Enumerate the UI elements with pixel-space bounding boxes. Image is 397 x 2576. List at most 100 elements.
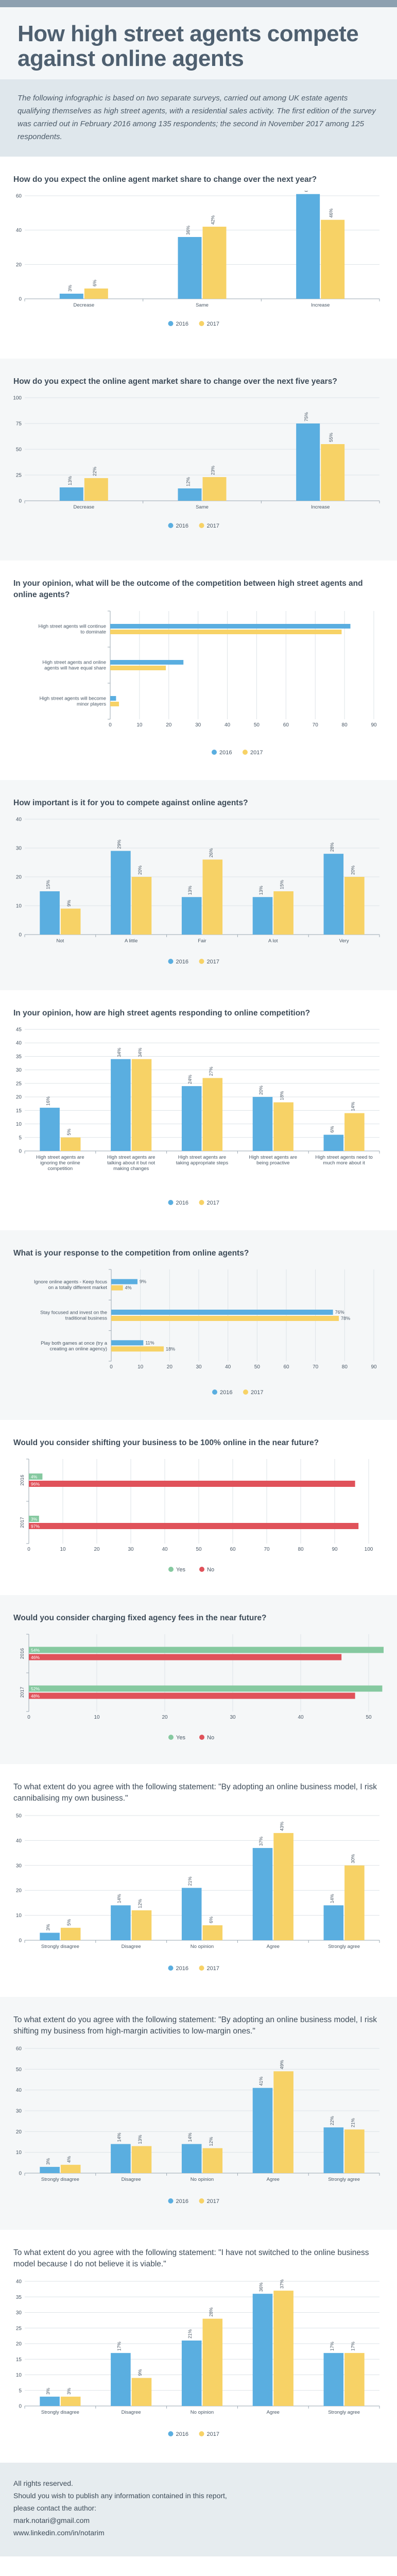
data-label: 43% — [280, 1822, 285, 1831]
x-tick-label: 30 — [230, 1715, 236, 1720]
x-tick-label: 10 — [94, 1715, 100, 1720]
chart-section-6: What is your response to the competition… — [0, 1230, 397, 1420]
chart-section-10: To what extent do you agree with the fol… — [0, 1997, 397, 2230]
legend-swatch-2016 — [168, 2431, 174, 2436]
legend-label-2017: 2017 — [251, 1389, 263, 1396]
data-label: 20% — [350, 866, 355, 875]
data-label: 61% — [304, 191, 309, 192]
y-tick-label: 50 — [16, 447, 22, 453]
chart-6: 0 10 20 30 40 50 60 70 80 90 9% 4% Ignore online age… — [34, 1269, 377, 1396]
bar-2017-no-opinion — [202, 1925, 223, 1940]
legend-label-no: No — [207, 1735, 214, 1741]
x-tick-label: 0 — [109, 722, 112, 728]
footer-email-link[interactable]: mark.notari@gmail.com — [13, 2516, 90, 2524]
bar-2016-high-street-agents-are-talking-about-it-but-not-making-changes — [111, 1059, 131, 1151]
bar-2017-disagree — [131, 1910, 152, 1940]
bar-yes-2016 — [29, 1473, 43, 1480]
legend-swatch-2017 — [199, 523, 204, 528]
y-tick-label: 0 — [19, 2404, 22, 2410]
data-label: 5% — [66, 1919, 72, 1926]
y-tick-label: 10 — [16, 1122, 22, 1127]
data-label: 3% — [66, 2388, 72, 2395]
data-label: 78% — [341, 1316, 350, 1321]
footer-linkedin-link[interactable]: www.linkedin.com/in/notarim — [13, 2529, 105, 2537]
data-label: 6% — [209, 1917, 214, 1923]
x-category-label: Strongly disagree — [41, 1944, 79, 1950]
bar-2017-strongly-agree — [344, 1865, 365, 1940]
legend-swatch-2017 — [243, 1389, 248, 1395]
x-category-label: High street agents need to much more abou… — [315, 1155, 372, 1166]
x-tick-label: 60 — [283, 1364, 289, 1370]
bar-2017-strongly-disagree — [60, 1927, 81, 1940]
x-category-label: Agree — [267, 2410, 280, 2415]
data-label: 26% — [209, 848, 214, 857]
x-category-label: Same — [196, 302, 209, 308]
y-tick-label: 0 — [19, 1149, 22, 1155]
bar-2016-disagree — [111, 2353, 131, 2406]
legend-swatch-no — [199, 1567, 204, 1572]
legend-label-2017: 2017 — [207, 2198, 219, 2205]
x-category-label: Agree — [267, 2177, 280, 2182]
data-label: 13% — [258, 886, 264, 895]
chart-section-11: To what extent do you agree with the fol… — [0, 2230, 397, 2463]
bar-2016-strongly-agree — [323, 2127, 344, 2173]
legend-swatch-yes — [168, 1735, 174, 1740]
data-label: 37% — [280, 2279, 285, 2289]
bar-2017-increase — [321, 219, 345, 299]
data-label: 14% — [350, 1102, 355, 1111]
y-category-label: 2017 — [20, 1687, 25, 1698]
intro-text: The following infographic is based on tw… — [0, 79, 397, 157]
chart-title: Would you consider shifting your busines… — [13, 1438, 319, 1447]
bar-2017-agree — [273, 1833, 294, 1940]
chart-11: 0 5 10 15 20 25 30 35 40 3% 3% Strongly disagree 17%… — [16, 2279, 380, 2437]
top-bar — [0, 0, 397, 7]
bar-2016-high-street-agents-need-to-much-more-about-it — [323, 1134, 344, 1151]
legend-swatch-2017 — [199, 1965, 204, 1971]
x-tick-label: 20 — [94, 1547, 100, 1552]
data-label: 96% — [31, 1482, 40, 1487]
bar-2017-high-street-agents-need-to-much-more-about-it — [344, 1113, 365, 1151]
data-label: 42% — [211, 215, 216, 225]
x-category-label: A lot — [268, 938, 278, 944]
y-tick-label: 10 — [16, 2372, 22, 2378]
data-label: 36% — [258, 2282, 264, 2292]
data-label: 22% — [330, 2116, 335, 2125]
y-tick-label: 0 — [19, 933, 22, 938]
legend-label-2017: 2017 — [207, 959, 219, 965]
x-tick-label: 10 — [136, 722, 143, 728]
x-category-label: Disagree — [122, 1944, 141, 1950]
x-tick-label: 30 — [196, 1364, 202, 1370]
y-tick-label: 25 — [16, 2326, 22, 2331]
chart-section-1: How do you expect the online agent marke… — [0, 157, 397, 359]
x-tick-label: 60 — [283, 722, 289, 728]
bar-2016-increase — [296, 194, 320, 299]
legend-label-2016: 2016 — [176, 2431, 188, 2437]
y-tick-label: 25 — [16, 1081, 22, 1087]
x-category-label: Disagree — [122, 2177, 141, 2182]
legend-swatch-2017 — [243, 750, 248, 755]
bar-2017-agree — [273, 2291, 294, 2406]
data-label: 18% — [166, 1346, 175, 1351]
chart-section-3: In your opinion, what will be the outcom… — [0, 561, 397, 780]
chart-7: 0 10 20 30 40 50 60 70 80 90 100 4% 96% 2016 3% 97% 2017… — [20, 1459, 373, 1573]
chart-section-8: Would you consider charging fixed agency… — [0, 1595, 397, 1764]
legend-swatch-2016 — [212, 750, 217, 755]
y-category-label: High street agents will continue to domin… — [39, 624, 107, 635]
x-tick-label: 60 — [230, 1547, 236, 1552]
bar-2017-strongly-agree — [344, 2129, 365, 2173]
bar-2016-no-opinion — [181, 1888, 202, 1940]
data-label: 3% — [46, 2388, 51, 2395]
legend-swatch-2016 — [168, 321, 174, 326]
x-category-label: No opinion — [191, 1944, 214, 1950]
y-category-label: 2017 — [20, 1517, 25, 1528]
chart-title: To what extent do you agree with the fol… — [13, 1783, 377, 1803]
data-label: 23% — [211, 466, 216, 475]
x-category-label: High street agents are being proactive — [249, 1155, 297, 1166]
x-tick-label: 50 — [254, 722, 260, 728]
legend-label-2017: 2017 — [250, 750, 263, 756]
data-label: 48% — [31, 1693, 40, 1699]
chart-5: 0 5 10 15 20 25 30 35 40 45 16% 5% High street agent… — [16, 1027, 380, 1206]
data-label: 12% — [137, 1899, 143, 1908]
chart-section-9: To what extent do you agree with the fol… — [0, 1764, 397, 1997]
data-label: 3% — [67, 285, 73, 292]
